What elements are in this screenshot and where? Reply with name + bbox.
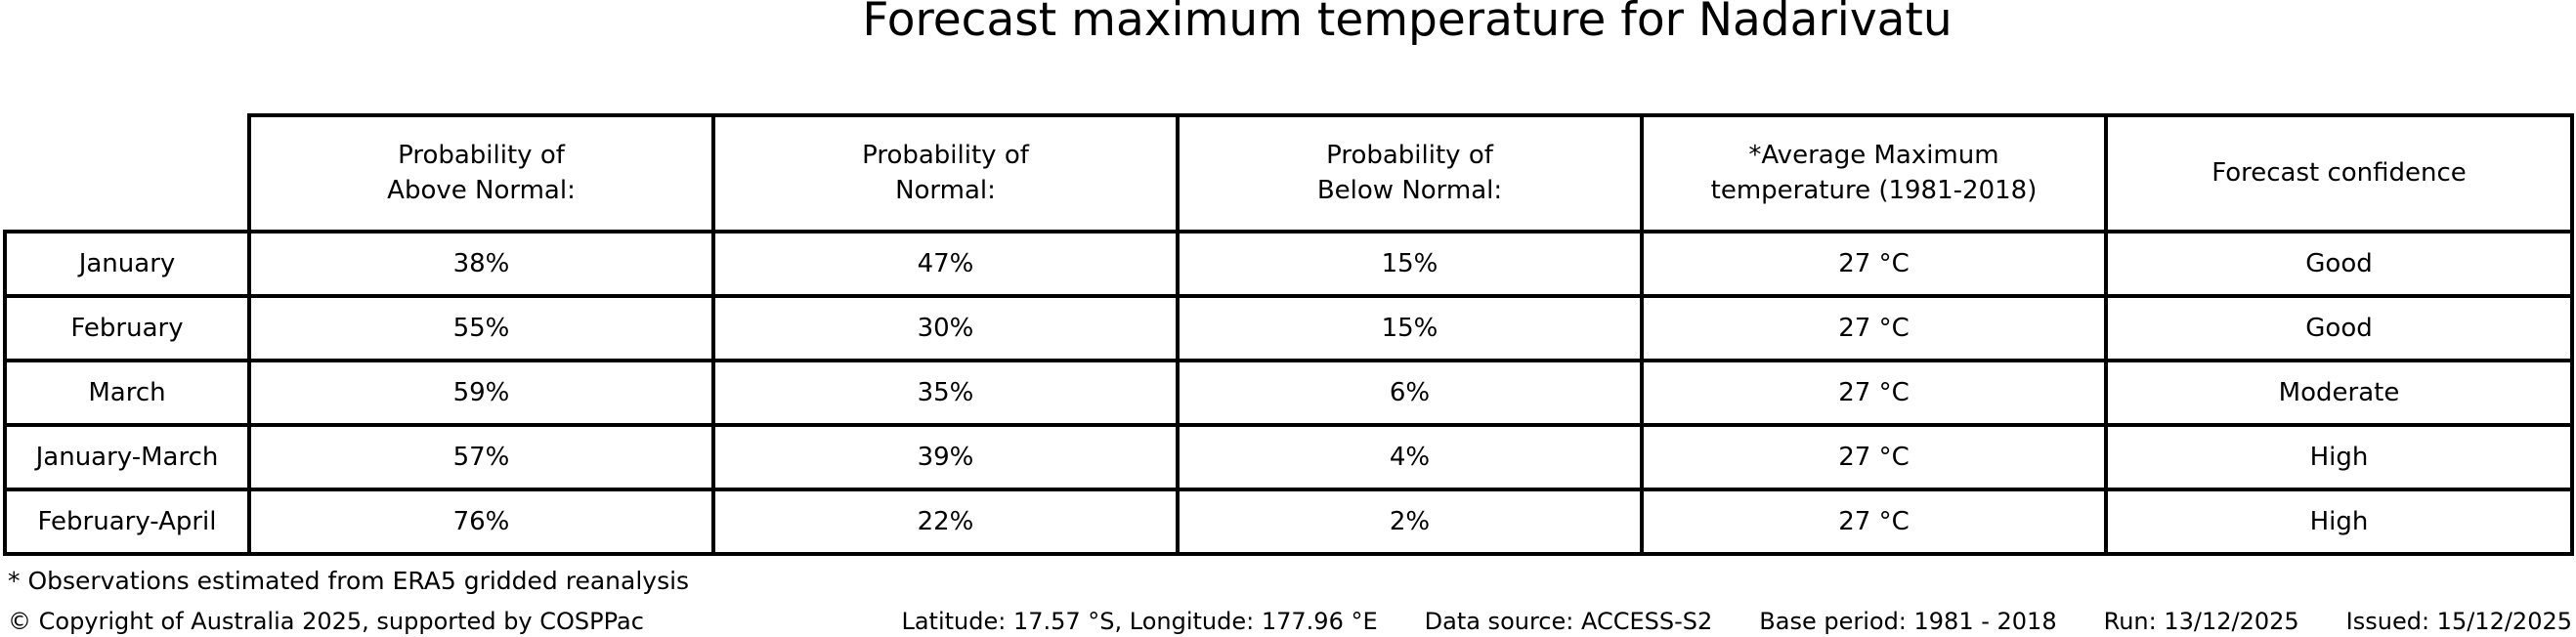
cell-above-normal: 38% [247, 230, 715, 298]
issued-date-text: Issued: 15/12/2025 [2345, 608, 2572, 635]
cell-above-normal: 59% [247, 359, 715, 427]
run-date-text: Run: 13/12/2025 [2103, 608, 2299, 635]
cell-above-normal: 57% [247, 423, 715, 491]
table-row-february-april: February-April 76% 22% 2% 27 °C High [3, 488, 2574, 556]
row-label: January [3, 230, 251, 298]
cell-normal: 30% [711, 294, 1180, 362]
cell-normal: 22% [711, 488, 1180, 556]
cell-normal: 35% [711, 359, 1180, 427]
forecast-table: Probability of Above Normal: Probability… [3, 113, 2574, 556]
cell-confidence: Good [2104, 294, 2574, 362]
base-period-text: Base period: 1981 - 2018 [1759, 608, 2057, 635]
column-header-forecast-confidence: Forecast confidence [2104, 113, 2574, 234]
data-source-text: Data source: ACCESS-S2 [1424, 608, 1713, 635]
cell-normal: 39% [711, 423, 1180, 491]
row-label: February [3, 294, 251, 362]
cell-average-max-temp: 27 °C [1640, 230, 2108, 298]
cell-confidence: High [2104, 488, 2574, 556]
header-row: Probability of Above Normal: Probability… [5, 113, 2574, 234]
table-row-march: March 59% 35% 6% 27 °C Moderate [3, 359, 2574, 427]
row-label: February-April [3, 488, 251, 556]
column-header-above-normal: Probability of Above Normal: [247, 113, 715, 234]
cell-below-normal: 6% [1176, 359, 1644, 427]
cell-below-normal: 2% [1176, 488, 1644, 556]
cell-above-normal: 76% [247, 488, 715, 556]
table-row-february: February 55% 30% 15% 27 °C Good [3, 294, 2574, 362]
row-label: January-March [3, 423, 251, 491]
cell-below-normal: 4% [1176, 423, 1644, 491]
cell-normal: 47% [711, 230, 1180, 298]
footer-bar: © Copyright of Australia 2025, supported… [8, 608, 2572, 635]
corner-cell [5, 115, 249, 232]
copyright-text: © Copyright of Australia 2025, supported… [8, 608, 644, 635]
column-header-average-max-temp: *Average Maximum temperature (1981-2018) [1640, 113, 2108, 234]
column-header-normal: Probability of Normal: [711, 113, 1180, 234]
row-label: March [3, 359, 251, 427]
cell-average-max-temp: 27 °C [1640, 488, 2108, 556]
cell-average-max-temp: 27 °C [1640, 294, 2108, 362]
cell-below-normal: 15% [1176, 294, 1644, 362]
cell-confidence: High [2104, 423, 2574, 491]
page-title: Forecast maximum temperature for Nadariv… [862, 0, 1953, 47]
cell-below-normal: 15% [1176, 230, 1644, 298]
column-header-below-normal: Probability of Below Normal: [1176, 113, 1644, 234]
cell-average-max-temp: 27 °C [1640, 359, 2108, 427]
cell-confidence: Good [2104, 230, 2574, 298]
cell-average-max-temp: 27 °C [1640, 423, 2108, 491]
cell-confidence: Moderate [2104, 359, 2574, 427]
table-row-january: January 38% 47% 15% 27 °C Good [3, 230, 2574, 298]
location-text: Latitude: 17.57 °S, Longitude: 177.96 °E [901, 608, 1378, 635]
observations-footnote: * Observations estimated from ERA5 gridd… [8, 567, 690, 595]
cell-above-normal: 55% [247, 294, 715, 362]
table-row-january-march: January-March 57% 39% 4% 27 °C High [3, 423, 2574, 491]
